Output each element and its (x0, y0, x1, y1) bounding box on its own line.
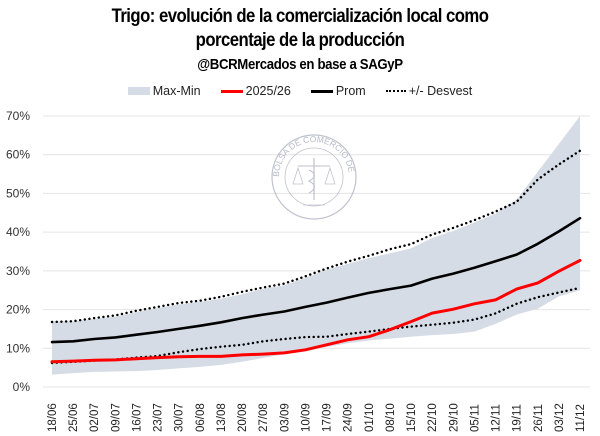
y-tick-label: 50% (6, 186, 30, 200)
legend-label: Max-Min (152, 84, 201, 98)
x-axis-ticks: 18/06 25/06 02/07 09/07 16/07 23/07 30/07 06/08… (47, 403, 587, 432)
y-axis-ticks: 0% 10% 20% 30% 40% 50% 60% 70% (6, 109, 30, 394)
legend-swatch-black-line (310, 89, 333, 93)
legend-item-max-min: Max-Min (127, 84, 201, 98)
x-tick-label: 18/06 (47, 403, 59, 432)
x-tick-label: 16/07 (131, 403, 143, 432)
x-tick-label: 09/07 (110, 403, 122, 432)
y-tick-label: 10% (6, 341, 30, 355)
x-tick-label: 20/08 (237, 403, 249, 432)
x-tick-label: 29/10 (448, 403, 460, 432)
x-tick-label: 13/08 (216, 403, 228, 432)
y-tick-label: 30% (6, 264, 30, 278)
y-tick-label: 0% (13, 380, 31, 394)
svg-text:BOLSA DE COMERCIO DE ROSARIO: BOLSA DE COMERCIO DE ROSARIO (0, 0, 357, 177)
x-tick-label: 03/12 (554, 403, 566, 432)
x-tick-label: 24/09 (343, 403, 355, 432)
watermark-logo: BOLSA DE COMERCIO DE ROSARIO (0, 0, 357, 220)
x-tick-label: 11/12 (575, 404, 587, 432)
series-line-2025-26 (50, 258, 582, 364)
legend-swatch-red-line (220, 89, 243, 93)
x-tick-label: 08/10 (385, 403, 397, 432)
legend-swatch-dotted-line (385, 90, 406, 92)
series-line-prom (50, 216, 582, 344)
x-tick-label: 12/11 (491, 404, 503, 432)
series-lines (50, 149, 582, 365)
x-tick-label: 06/08 (195, 403, 207, 432)
x-tick-label: 27/08 (258, 403, 270, 432)
x-tick-label: 30/07 (174, 403, 186, 432)
x-tick-label: 26/11 (533, 404, 545, 432)
y-tick-label: 20% (6, 303, 30, 317)
x-tick-label: 01/10 (364, 403, 376, 432)
legend-label: Prom (335, 84, 366, 98)
legend: Max-Min 2025/26 Prom +/- Desvest (0, 84, 600, 98)
gridlines (43, 115, 590, 388)
x-tick-label: 25/06 (68, 403, 80, 432)
chart-subtitle: @BCRMercados en base a SAGyP (197, 56, 403, 73)
chart-title-line-2: porcentaje de la producción (195, 30, 405, 51)
y-tick-label: 60% (6, 148, 30, 162)
legend-item-desvest: +/- Desvest (385, 84, 473, 98)
x-tick-label: 17/09 (322, 403, 334, 432)
x-tick-label: 22/10 (427, 403, 439, 432)
x-tick-label: 23/07 (153, 403, 165, 432)
legend-item-prom: Prom (310, 84, 366, 98)
x-tick-label: 15/10 (406, 403, 418, 432)
x-tick-label: 10/09 (300, 403, 312, 432)
x-tick-label: 05/11 (469, 404, 481, 432)
watermark-text: BOLSA DE COMERCIO DE ROSARIO (0, 0, 357, 177)
series-line-desvest (50, 149, 582, 324)
legend-label: +/- Desvest (408, 84, 473, 98)
x-tick-label: 03/09 (279, 403, 291, 432)
y-tick-label: 70% (6, 109, 30, 123)
legend-label: 2025/26 (245, 84, 291, 98)
chart-title-line-1: Trigo: evolución de la comercialización … (111, 6, 489, 27)
legend-swatch-band (127, 87, 150, 95)
legend-item-2025-26: 2025/26 (220, 84, 291, 98)
x-tick-label: 02/07 (89, 403, 101, 432)
x-tick-label: 19/11 (512, 404, 524, 432)
y-tick-label: 40% (6, 225, 30, 239)
